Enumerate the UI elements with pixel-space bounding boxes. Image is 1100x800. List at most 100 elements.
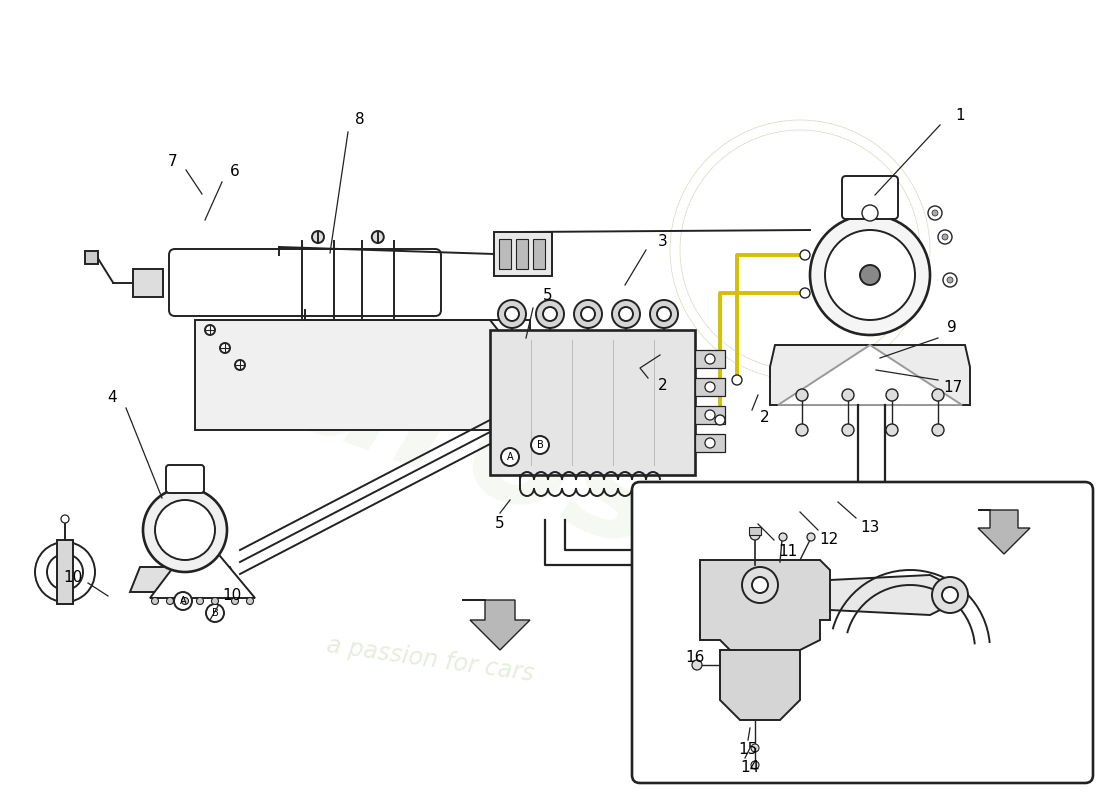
- Circle shape: [231, 598, 239, 605]
- Circle shape: [842, 424, 854, 436]
- Circle shape: [543, 307, 557, 321]
- Text: 8: 8: [355, 113, 365, 127]
- Bar: [494, 232, 552, 276]
- Circle shape: [715, 415, 725, 425]
- Circle shape: [742, 567, 778, 603]
- Text: 6: 6: [230, 165, 240, 179]
- Circle shape: [235, 360, 245, 370]
- Circle shape: [825, 230, 915, 320]
- Circle shape: [750, 530, 760, 540]
- Circle shape: [705, 382, 715, 392]
- Circle shape: [143, 488, 227, 572]
- Polygon shape: [700, 560, 830, 660]
- Circle shape: [779, 533, 786, 541]
- Text: 4: 4: [107, 390, 117, 406]
- Text: 5: 5: [543, 289, 553, 303]
- Polygon shape: [778, 345, 962, 405]
- Circle shape: [174, 592, 192, 610]
- Circle shape: [220, 343, 230, 353]
- FancyBboxPatch shape: [166, 465, 204, 493]
- Circle shape: [619, 307, 632, 321]
- Text: 3: 3: [658, 234, 668, 250]
- Circle shape: [938, 230, 952, 244]
- Text: a passion for cars: a passion for cars: [324, 634, 536, 686]
- Circle shape: [197, 598, 204, 605]
- Circle shape: [211, 598, 219, 605]
- Circle shape: [942, 234, 948, 240]
- Bar: [534, 239, 544, 269]
- Circle shape: [531, 436, 549, 454]
- Circle shape: [692, 660, 702, 670]
- Text: 7: 7: [168, 154, 178, 170]
- Circle shape: [182, 598, 188, 605]
- Circle shape: [574, 300, 602, 328]
- Circle shape: [800, 288, 810, 298]
- Circle shape: [932, 210, 938, 216]
- Polygon shape: [830, 575, 950, 615]
- Text: euros: euros: [177, 278, 683, 582]
- Circle shape: [932, 424, 944, 436]
- Circle shape: [796, 389, 808, 401]
- Bar: [695, 406, 725, 424]
- Circle shape: [60, 515, 69, 523]
- Circle shape: [206, 604, 224, 622]
- Circle shape: [372, 231, 384, 243]
- Circle shape: [505, 307, 519, 321]
- Circle shape: [35, 542, 95, 602]
- Circle shape: [500, 448, 519, 466]
- Text: A: A: [179, 596, 186, 606]
- Text: 14: 14: [740, 761, 760, 775]
- Circle shape: [943, 273, 957, 287]
- Text: 16: 16: [685, 650, 705, 666]
- Polygon shape: [150, 532, 255, 598]
- Polygon shape: [130, 567, 240, 592]
- Circle shape: [705, 354, 715, 364]
- Polygon shape: [85, 250, 98, 263]
- Bar: [516, 239, 528, 269]
- Text: 1: 1: [955, 107, 965, 122]
- Circle shape: [498, 300, 526, 328]
- Text: B: B: [211, 608, 219, 618]
- Circle shape: [152, 598, 158, 605]
- Bar: [490, 330, 695, 475]
- Circle shape: [205, 325, 214, 335]
- Bar: [695, 378, 725, 396]
- Text: 10: 10: [222, 589, 242, 603]
- Circle shape: [166, 598, 174, 605]
- Bar: [133, 269, 163, 297]
- Circle shape: [800, 250, 810, 260]
- Bar: [499, 239, 512, 269]
- Bar: [695, 434, 725, 452]
- Text: A: A: [507, 452, 514, 462]
- Circle shape: [650, 300, 678, 328]
- FancyBboxPatch shape: [632, 482, 1093, 783]
- Circle shape: [47, 554, 82, 590]
- Text: 985: 985: [825, 277, 914, 343]
- Circle shape: [752, 577, 768, 593]
- Circle shape: [886, 389, 898, 401]
- Circle shape: [947, 277, 953, 283]
- Circle shape: [810, 215, 930, 335]
- FancyBboxPatch shape: [169, 249, 441, 316]
- Polygon shape: [978, 510, 1030, 554]
- Text: 12: 12: [820, 533, 838, 547]
- Text: 11: 11: [779, 543, 798, 558]
- Circle shape: [536, 300, 564, 328]
- Circle shape: [612, 300, 640, 328]
- FancyBboxPatch shape: [842, 176, 898, 219]
- Circle shape: [796, 424, 808, 436]
- Text: B: B: [537, 440, 543, 450]
- Text: 9: 9: [947, 319, 957, 334]
- Circle shape: [751, 761, 759, 769]
- Text: 13: 13: [860, 521, 880, 535]
- Circle shape: [155, 500, 214, 560]
- Polygon shape: [720, 650, 800, 720]
- Circle shape: [862, 205, 878, 221]
- Text: 2: 2: [658, 378, 668, 393]
- Circle shape: [942, 587, 958, 603]
- Circle shape: [732, 375, 742, 385]
- Circle shape: [860, 265, 880, 285]
- Text: 17: 17: [944, 379, 962, 394]
- Circle shape: [751, 744, 759, 752]
- Polygon shape: [195, 320, 510, 430]
